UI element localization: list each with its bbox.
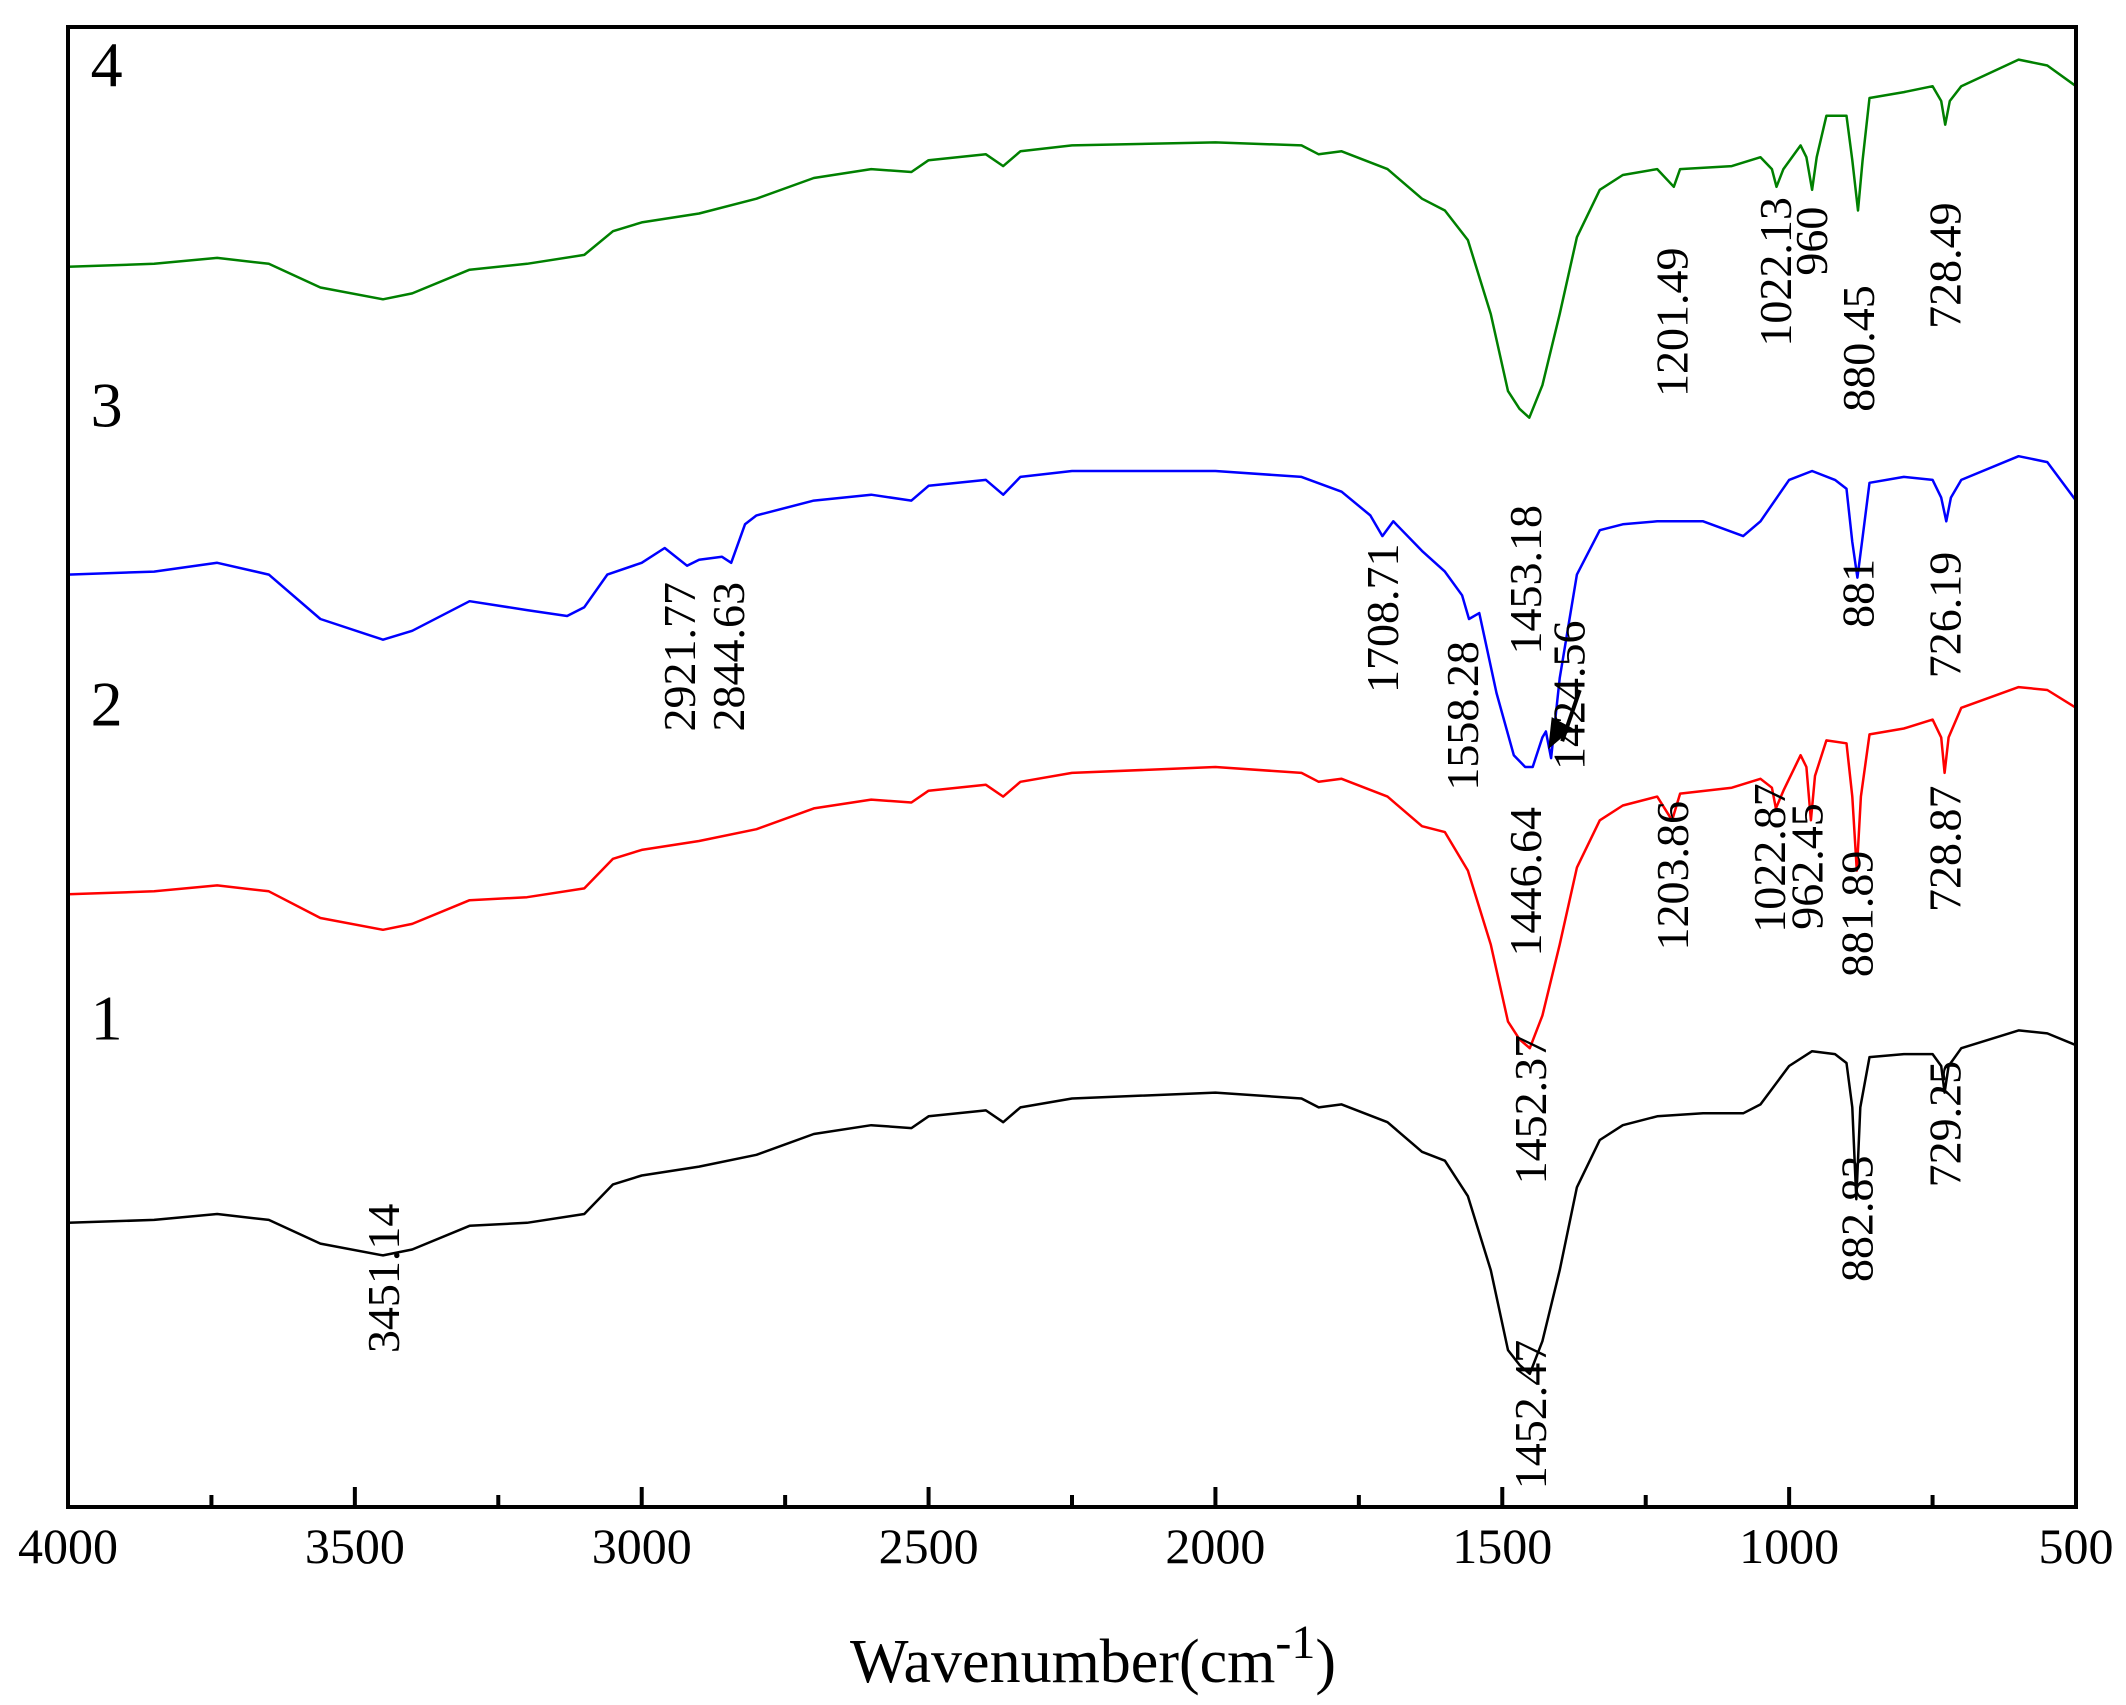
- x-tick-label-2500: 2500: [879, 1518, 979, 1574]
- series-number-layer: 1 2 3 4: [91, 29, 123, 1053]
- peak-label-3451-14: 3451.14: [358, 1204, 409, 1354]
- x-tick-label-1500: 1500: [1452, 1518, 1552, 1574]
- peak-label-1453-18: 1453.18: [1500, 505, 1551, 655]
- peak-label-728-87: 728.87: [1920, 786, 1971, 913]
- spectrum-line-3: [67, 454, 2078, 769]
- peak-label-728-49: 728.49: [1920, 202, 1971, 329]
- x-axis-title-superscript: -1: [1275, 1616, 1315, 1669]
- peak-label-1452-37: 1452.37: [1505, 1035, 1556, 1185]
- spectrum-line-1: [67, 1029, 2077, 1376]
- peak-label-1708-71: 1708.71: [1357, 544, 1408, 694]
- x-axis-title-close: ): [1315, 1628, 1336, 1696]
- peak-label-1203-86: 1203.86: [1647, 801, 1698, 951]
- peak-label-962-45: 962.45: [1781, 803, 1832, 930]
- x-tick-label-500: 500: [2039, 1518, 2114, 1574]
- peak-label-1022-87: 1022.87: [1744, 783, 1795, 933]
- peak-label-1424-56: 1424.56: [1543, 620, 1594, 770]
- x-tick-label-1000: 1000: [1739, 1518, 1839, 1574]
- series-layer: [67, 58, 2078, 1376]
- x-tick-label-3500: 3500: [305, 1518, 405, 1574]
- peak-label-880-45: 880.45: [1833, 285, 1884, 412]
- x-tick-label-3000: 3000: [592, 1518, 692, 1574]
- peak-arrow-head: [1548, 717, 1573, 750]
- peak-label-2921-77: 2921.77: [654, 582, 705, 732]
- peak-label-1201-49: 1201.49: [1647, 248, 1698, 398]
- series-number-4: 4: [91, 29, 123, 100]
- series-number-1: 1: [91, 982, 123, 1053]
- x-tick-label-4000: 4000: [18, 1518, 118, 1574]
- peak-label-layer: 3451.14 1452.47 882.83 729.25 1452.37 1203.86…: [358, 197, 1971, 1489]
- series-number-2: 2: [91, 669, 123, 740]
- peak-label-2844-63: 2844.63: [703, 582, 754, 732]
- x-tick-label-2000: 2000: [1165, 1518, 1265, 1574]
- peak-label-1452-47: 1452.47: [1505, 1340, 1556, 1490]
- series-number-3: 3: [91, 370, 123, 441]
- peak-label-729-25: 729.25: [1920, 1061, 1971, 1188]
- peak-label-881: 881: [1832, 559, 1883, 628]
- peak-label-881-89: 881.89: [1831, 851, 1882, 978]
- axes-layer: 4000 3500 3000 2500 2000 1500 1000 500: [18, 25, 2114, 1574]
- peak-label-1446-64: 1446.64: [1500, 807, 1551, 957]
- spectrum-line-2: [67, 685, 2077, 1050]
- peak-label-960: 960: [1786, 207, 1837, 276]
- peak-label-1558-28: 1558.28: [1437, 641, 1488, 791]
- peak-label-726-19: 726.19: [1920, 552, 1971, 679]
- x-axis-title: Wavenumber(cm-1): [850, 1616, 1336, 1696]
- spectrum-line-4: [67, 58, 2077, 419]
- peak-label-882-83: 882.83: [1831, 1156, 1882, 1283]
- peak-label-1022-13: 1022.13: [1750, 197, 1801, 347]
